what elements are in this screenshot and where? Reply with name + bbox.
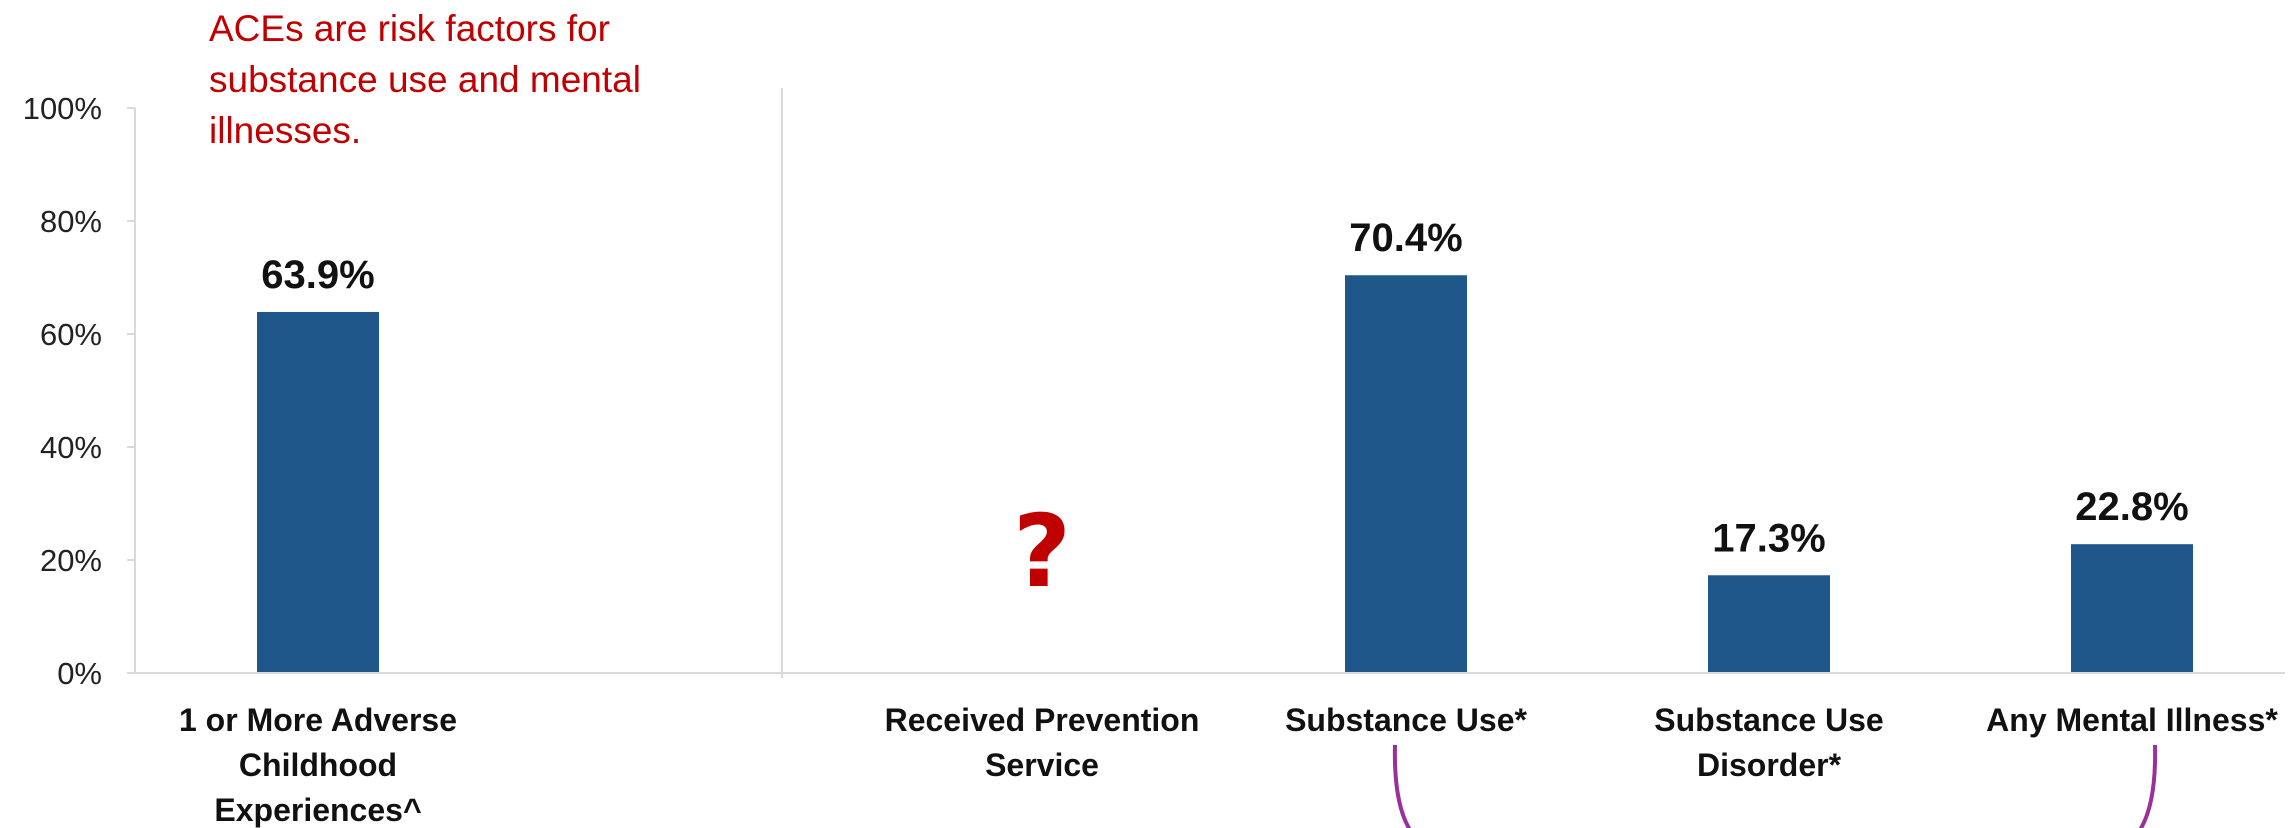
data-label-unknown: ? [1013, 493, 1071, 610]
bars [257, 275, 2193, 673]
category-label: 1 or More Adverse Childhood Experiences^ [179, 702, 457, 828]
category-label-line: Disorder* [1697, 747, 1842, 783]
category-label-line: Childhood [239, 747, 397, 783]
y-tick-label: 20% [40, 543, 102, 578]
data-label: 17.3% [1712, 516, 1825, 560]
category-label-line: Substance Use* [1285, 702, 1527, 738]
category-label-line: Received Prevention [885, 702, 1200, 738]
bar [257, 311, 379, 673]
brackets [1392, 744, 2158, 828]
data-label: 70.4% [1349, 216, 1462, 260]
annotation-line: ACEs are risk factors for [209, 8, 610, 49]
annotation-line: substance use and mental [209, 59, 641, 100]
category-label-line: Substance Use [1654, 702, 1883, 738]
bracket-right [2138, 744, 2158, 828]
bar [1708, 575, 1830, 673]
category-labels: 1 or More Adverse Childhood Experiences^ Re… [179, 702, 2278, 828]
bar [2071, 544, 2193, 673]
category-label-line: 1 or More Adverse [179, 702, 457, 738]
category-label-line: Service [985, 747, 1099, 783]
category-label: Substance Use Disorder* [1654, 702, 1883, 783]
y-tick-label: 100% [23, 91, 102, 126]
y-tick-label: 40% [40, 430, 102, 465]
data-labels: 63.9%? 70.4% 17.3% 22.8% [261, 216, 2188, 610]
category-label: Any Mental Illness* [1986, 702, 2278, 738]
bracket-left [1392, 744, 1412, 828]
y-tick-label: 60% [40, 317, 102, 352]
annotation-line: illnesses. [209, 110, 361, 151]
category-label: Received Prevention Service [885, 702, 1200, 783]
data-label: 63.9% [261, 253, 374, 297]
category-label-line: Any Mental Illness* [1986, 702, 2278, 738]
y-tick-label: 80% [40, 204, 102, 239]
data-label: 22.8% [2075, 485, 2188, 529]
category-label-line: Experiences^ [214, 792, 421, 828]
category-label: Substance Use* [1285, 702, 1527, 738]
annotation-text: ACEs are risk factors for substance use a… [209, 8, 641, 151]
bar [1345, 275, 1467, 673]
y-tick-label: 0% [57, 656, 102, 691]
y-axis: 0% 20% 40% 60% 80% 100% [23, 91, 136, 691]
